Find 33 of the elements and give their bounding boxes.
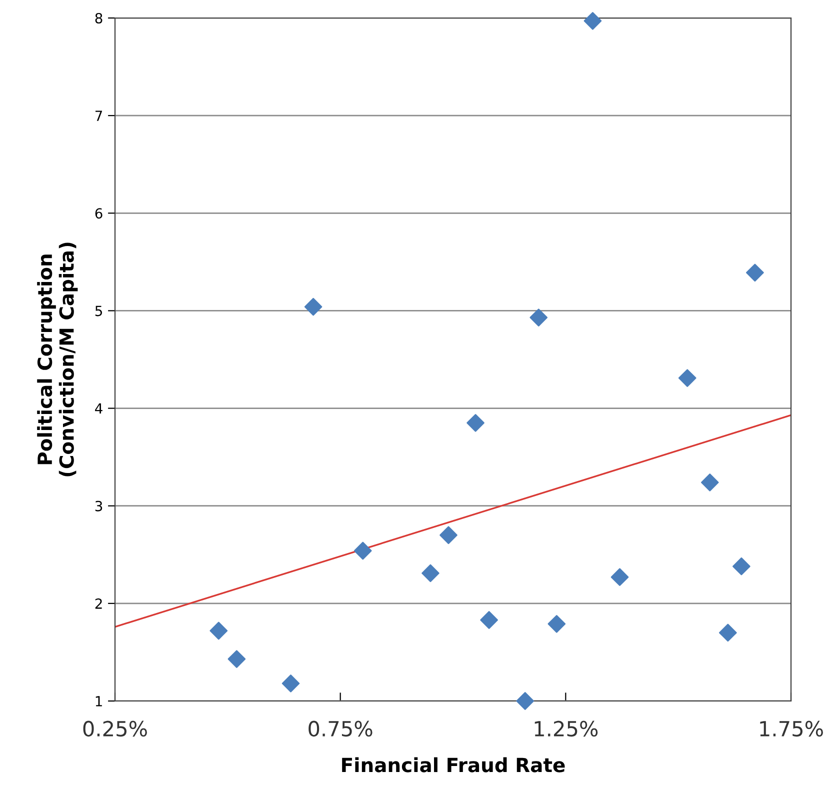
point <box>530 308 548 326</box>
y-tick-label: 8 <box>95 12 102 24</box>
point <box>210 622 228 640</box>
point <box>354 542 372 560</box>
point <box>466 414 484 432</box>
x-axis-title: Financial Fraud Rate <box>342 757 565 772</box>
point <box>516 692 534 710</box>
point <box>718 624 737 642</box>
y-tick-label: 2 <box>95 598 102 609</box>
point <box>732 557 750 576</box>
point <box>584 12 602 30</box>
point <box>548 615 566 633</box>
point <box>480 611 498 629</box>
y-tick-label: 6 <box>95 208 102 219</box>
x-tick-label: 0.75% <box>308 720 372 737</box>
x-tick-label: 0.25% <box>83 720 147 737</box>
y-tick-label: 4 <box>95 403 102 414</box>
y-tick-label: 3 <box>95 500 102 512</box>
point <box>440 526 458 544</box>
point <box>746 264 764 282</box>
point <box>700 474 719 492</box>
point <box>610 568 629 586</box>
y-tick-label: 1 <box>96 696 102 706</box>
point <box>304 298 322 316</box>
y-tick-label: 7 <box>95 110 102 121</box>
point <box>422 564 440 582</box>
x-tick-label: 1.75% <box>760 720 823 737</box>
y-axis-title: Political Corruption (Conviction/M Capita) <box>37 242 78 476</box>
point <box>678 369 696 387</box>
point <box>228 650 246 668</box>
point <box>282 674 300 692</box>
x-tick-label: 1.25% <box>534 720 598 737</box>
y-tick-label: 5 <box>95 306 102 316</box>
